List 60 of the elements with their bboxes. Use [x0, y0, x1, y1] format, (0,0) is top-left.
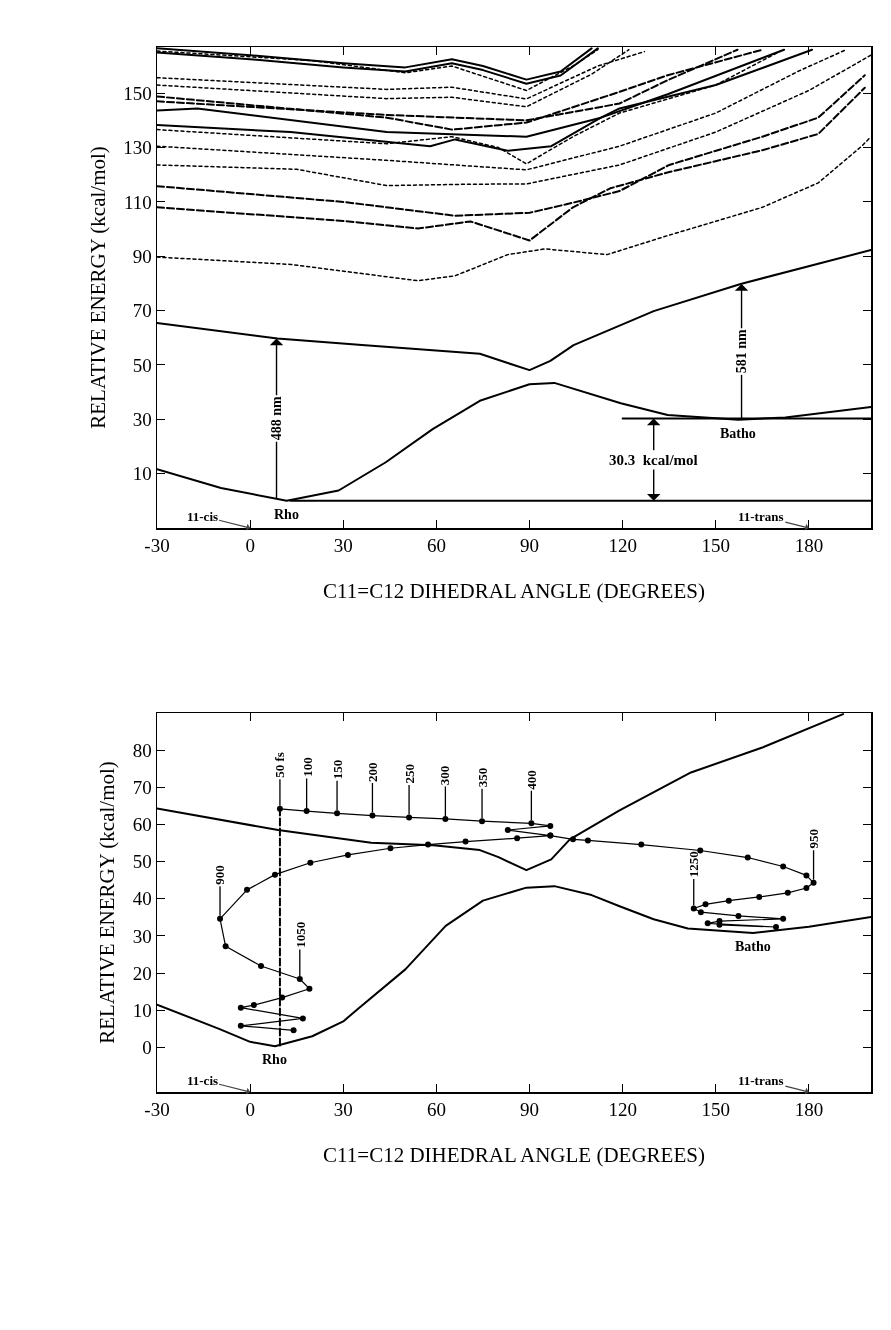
- y-tick-label: 10: [132, 463, 152, 485]
- x-tick-label: -30: [144, 535, 170, 557]
- annotation: 581 nm: [733, 329, 749, 374]
- annotation: 900: [212, 865, 228, 885]
- y-tick-label: 70: [132, 776, 152, 798]
- y-tick-label: 130: [123, 137, 152, 159]
- y-tick-label: 50: [132, 851, 152, 873]
- annotation: 300: [437, 765, 453, 786]
- annotation: 488 nm: [268, 395, 284, 441]
- y-tick-label: 20: [132, 962, 152, 984]
- y-tick-label: 0: [142, 1037, 152, 1059]
- annotation: 400: [524, 770, 540, 790]
- y-tick-label: 60: [132, 814, 152, 836]
- annotation: 11-cis: [187, 1073, 219, 1088]
- annotation: 250: [401, 763, 417, 784]
- annotation: Batho: [735, 939, 771, 954]
- y-tick-label: 10: [132, 999, 152, 1021]
- y-tick-label: 30: [132, 408, 152, 430]
- x-tick-label: 30: [333, 1099, 353, 1121]
- x-tick-label: 150: [701, 1099, 731, 1121]
- x-tick-label: 0: [245, 1099, 255, 1121]
- annotation: 30.3 kcal/mol: [609, 452, 698, 468]
- annotation: 11-cis: [187, 509, 219, 524]
- annotation: Batho: [720, 426, 756, 441]
- x-axis-title: C11=C12 DIHEDRAL ANGLE (DEGREES): [323, 579, 705, 604]
- x-tick-label: 90: [520, 535, 540, 557]
- annotation: 50 fs: [272, 752, 288, 778]
- x-axis-title: C11=C12 DIHEDRAL ANGLE (DEGREES): [323, 1143, 705, 1168]
- x-tick-label: 180: [794, 535, 824, 557]
- annotation: Rho: [274, 507, 299, 522]
- x-tick-label: 180: [794, 1099, 824, 1121]
- annotation: 200: [364, 762, 380, 782]
- x-tick-label: 90: [520, 1099, 540, 1121]
- y-axis-title: RELATIVE ENERGY (kcal/mol): [95, 761, 120, 1044]
- annotation: 1250: [686, 851, 702, 878]
- y-tick-label: 90: [132, 245, 152, 267]
- annotation: 11-trans: [738, 509, 784, 524]
- x-tick-label: 60: [426, 535, 446, 557]
- annotation: 150: [329, 759, 345, 780]
- y-tick-label: 40: [132, 888, 152, 910]
- y-tick-label: 70: [132, 300, 152, 322]
- x-tick-label: 120: [608, 535, 637, 557]
- annotation: 1050: [292, 921, 308, 948]
- y-tick-label: 80: [132, 739, 152, 761]
- annotation: 950: [805, 828, 821, 849]
- x-tick-label: 30: [333, 535, 353, 557]
- annotation: 350: [474, 767, 490, 788]
- annotation: 100: [299, 757, 315, 777]
- x-tick-label: -30: [144, 1099, 170, 1121]
- y-tick-label: 50: [132, 354, 152, 376]
- x-tick-label: 0: [245, 535, 255, 557]
- x-tick-label: 150: [701, 535, 731, 557]
- y-tick-label: 150: [123, 82, 152, 104]
- annotation: Rho: [262, 1052, 287, 1067]
- annotation: 11-trans: [738, 1073, 784, 1088]
- x-tick-label: 120: [608, 1099, 637, 1121]
- y-tick-label: 30: [132, 925, 152, 947]
- y-axis-title: RELATIVE ENERGY (kcal/mol): [85, 146, 110, 429]
- x-tick-label: 60: [426, 1099, 446, 1121]
- y-tick-label: 110: [123, 191, 152, 213]
